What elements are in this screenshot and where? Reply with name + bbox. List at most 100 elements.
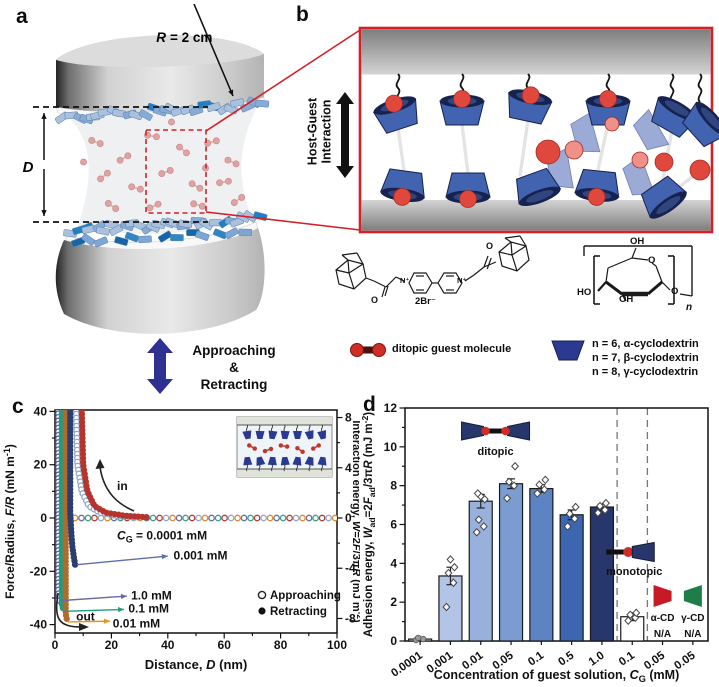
d-icons: ditopic monotopic α-CD γ-CD N/A N/A [461, 421, 705, 640]
c-inset-schematic [236, 416, 333, 478]
cd-ring-o: O [648, 255, 656, 266]
cd-cup [574, 168, 620, 206]
svg-text:20: 20 [34, 458, 48, 472]
svg-text:Concentration of guest solutio: Concentration of guest solution, CG (mM) [434, 668, 679, 684]
motion-label-line3: Retracting [200, 377, 268, 392]
svg-text:20: 20 [105, 638, 119, 652]
cd-legend-line1: n = 6, α-cyclodextrin [592, 338, 699, 350]
cd-cup [439, 90, 485, 126]
carbonyl-o-right: O [486, 241, 494, 251]
pyridinium-n-right: N⁺ [457, 276, 467, 285]
motion-label-line2: & [229, 360, 239, 375]
gamma-cd-icon [683, 585, 702, 607]
svg-text:4: 4 [345, 461, 352, 475]
svg-text:Retracting: Retracting [270, 606, 327, 618]
cd-cup [445, 172, 491, 208]
svg-text:γ-CD: γ-CD [681, 613, 704, 624]
svg-text:2: 2 [390, 595, 397, 609]
series-0.001-mM-retracting [67, 410, 79, 568]
svg-text:0: 0 [52, 638, 59, 652]
svg-text:0.01 mM: 0.01 mM [113, 616, 160, 630]
cd-oh-bottom: OH [619, 294, 634, 305]
host-guest-label: Host-Guest Interaction [305, 67, 334, 197]
guest-legend-label: ditopic guest molecule [392, 343, 512, 355]
monotopic-icon [606, 549, 628, 555]
legend-icons [350, 340, 585, 361]
c-series [55, 410, 337, 622]
motion-label-line1: Approaching [192, 343, 276, 358]
panel-b-scene [335, 26, 719, 361]
svg-text:N/A: N/A [654, 629, 671, 640]
cd-oh-top: OH [630, 236, 645, 247]
pyridinium-n-left: N⁺ [400, 276, 410, 285]
cd-cup [640, 175, 688, 219]
cd-cup [379, 168, 425, 206]
c-annotations: CG = 0.0001 mM 0.001 mM 1.0 mM0.1 mM0.01 m… [55, 459, 227, 631]
svg-text:CG = 0.0001 mM: CG = 0.0001 mM [117, 528, 207, 544]
svg-text:monotopic: monotopic [606, 566, 662, 578]
cd-cup [632, 109, 670, 151]
svg-text:1.0 mM: 1.0 mM [131, 588, 172, 602]
svg-text:-20: -20 [30, 564, 48, 578]
svg-text:out: out [76, 610, 95, 624]
radius-symbol: R [156, 30, 166, 45]
radius-value: = 2 cm [170, 30, 212, 45]
cd-cup [585, 90, 631, 126]
svg-text:-4: -4 [345, 561, 356, 575]
host-guest-line1: Host-Guest [305, 97, 320, 166]
svg-text:0.1 mM: 0.1 mM [128, 602, 169, 616]
bar-0.001 [438, 575, 463, 642]
svg-text:in: in [117, 479, 128, 493]
svg-text:α-CD: α-CD [651, 613, 675, 624]
panel-d-letter: d [363, 393, 376, 416]
cyclodextrin-cups [372, 86, 719, 219]
svg-text:1.0: 1.0 [587, 650, 607, 669]
bar-0.5 [559, 514, 584, 642]
svg-text:ditopic: ditopic [478, 446, 514, 458]
svg-text:0.0001: 0.0001 [389, 649, 425, 679]
svg-text:0: 0 [40, 511, 47, 525]
panel-b-letter: b [296, 3, 309, 26]
liquid-gap [62, 102, 260, 234]
c-axes: 0 20 40 60 80 100-40-2002040-8-4048Distance, … [2, 404, 360, 672]
svg-text:100: 100 [327, 638, 347, 652]
svg-text:0.001 mM: 0.001 mM [173, 548, 227, 562]
svg-text:0.5: 0.5 [556, 649, 576, 668]
host-guest-line2: Interaction [319, 99, 333, 164]
svg-text:12: 12 [384, 401, 398, 415]
carbonyl-o-left: O [371, 295, 379, 305]
svg-text:40: 40 [161, 638, 175, 652]
svg-text:40: 40 [34, 404, 48, 418]
alpha-cd-icon [653, 585, 672, 607]
cd-ho-left: HO [577, 287, 592, 298]
counterion-label: 2Br⁻ [415, 296, 436, 307]
bar-0.01 [468, 500, 493, 642]
svg-text:80: 80 [274, 638, 288, 652]
guest-molecule-dots [80, 118, 246, 212]
distance-symbol: D [23, 159, 34, 176]
svg-text:8: 8 [345, 411, 352, 425]
svg-text:8: 8 [390, 479, 397, 493]
series-0.0001-mM-retracting [78, 410, 150, 521]
svg-text:-40: -40 [30, 618, 48, 632]
svg-text:0.1: 0.1 [617, 649, 637, 668]
svg-text:Adhesion energy, Wad=2Fad/3πR: Adhesion energy, Wad=2Fad/3πR (mJ m-2) [360, 412, 377, 637]
svg-text:-8: -8 [345, 611, 356, 625]
ditopic-icon-left-cd [461, 421, 485, 441]
cd-repeat-n: n [686, 302, 693, 313]
svg-text:Force/Radius, F/R (mN m-1): Force/Radius, F/R (mN m-1) [2, 444, 17, 599]
svg-text:10: 10 [384, 440, 398, 454]
cd-legend-line2: n = 7, β-cyclodextrin [592, 352, 699, 364]
free-guest-spheres [535, 116, 711, 181]
svg-text:4: 4 [390, 556, 397, 570]
panel-a-letter: a [16, 5, 28, 28]
cd-cup [508, 86, 553, 125]
cd-cup [651, 96, 698, 138]
cd-cup [622, 155, 655, 196]
cd-cup [515, 167, 562, 207]
cd-legend-line3: n = 8, γ-cyclodextrin [592, 366, 699, 378]
bar-0.05 [498, 483, 524, 642]
svg-text:6: 6 [390, 518, 397, 532]
svg-text:Distance, D (nm): Distance, D (nm) [145, 657, 248, 672]
